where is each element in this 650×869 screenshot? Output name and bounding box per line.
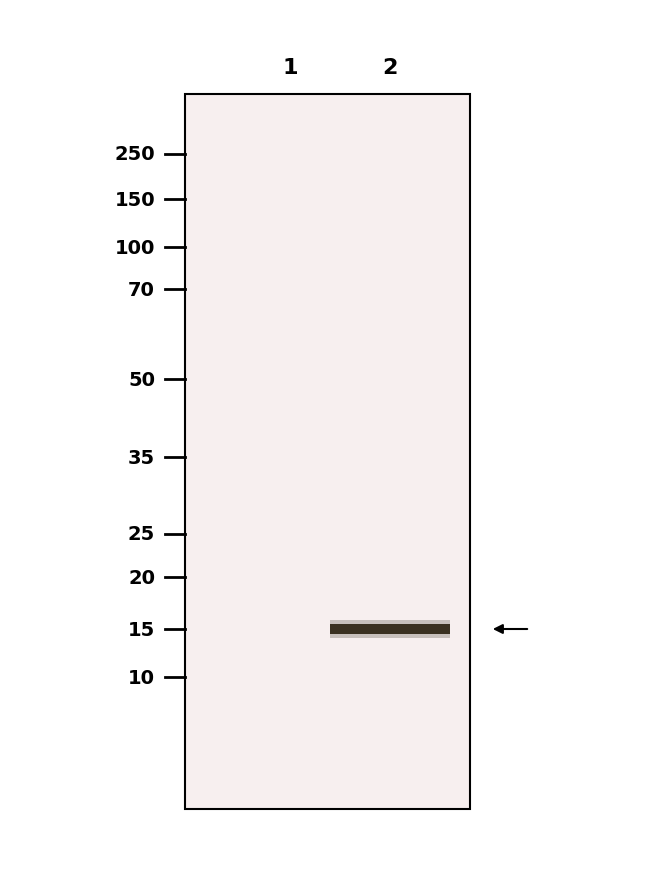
Text: 35: 35 bbox=[128, 448, 155, 467]
Bar bbox=[330, 620, 450, 624]
Text: 100: 100 bbox=[114, 238, 155, 257]
Bar bbox=[330, 634, 450, 638]
Text: 1: 1 bbox=[282, 58, 298, 78]
Text: 250: 250 bbox=[114, 145, 155, 164]
Text: 70: 70 bbox=[128, 280, 155, 299]
Text: 10: 10 bbox=[128, 667, 155, 687]
Bar bbox=[185, 95, 470, 809]
Text: 20: 20 bbox=[128, 567, 155, 587]
Text: 2: 2 bbox=[382, 58, 398, 78]
Bar bbox=[330, 624, 450, 634]
Text: 15: 15 bbox=[128, 620, 155, 639]
Text: 150: 150 bbox=[114, 190, 155, 209]
Text: 25: 25 bbox=[128, 525, 155, 544]
Text: 50: 50 bbox=[128, 370, 155, 389]
